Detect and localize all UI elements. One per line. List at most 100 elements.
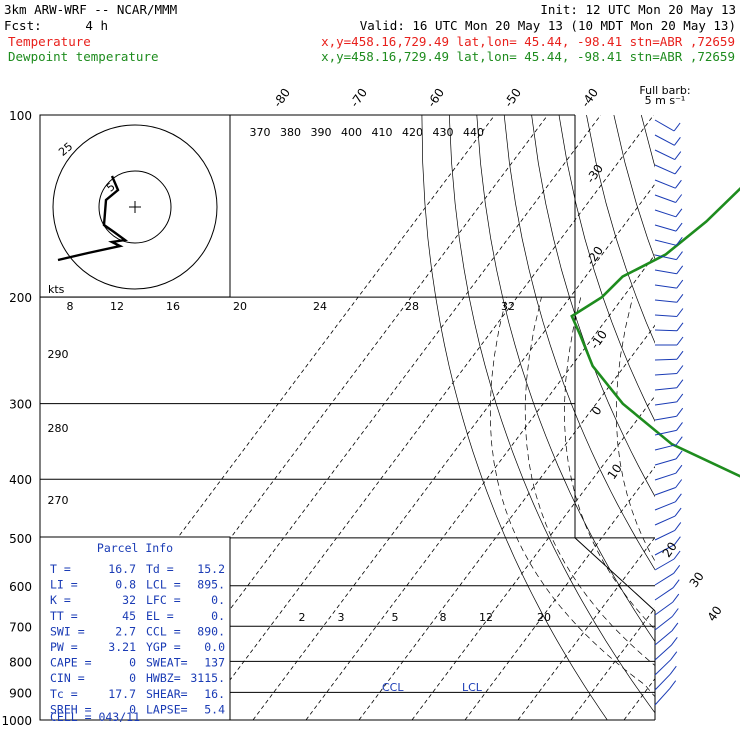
isotherm-line [677, 115, 740, 720]
wind-barb [654, 134, 675, 146]
pressure-tick-label: 700 [9, 620, 32, 634]
parcel-value: 0 [129, 702, 136, 716]
parcel-value: 895. [197, 578, 225, 592]
wind-barb-flag [675, 222, 683, 232]
isotherm-right-label: -30 [583, 162, 606, 186]
wind-barb [654, 224, 677, 232]
parcel-value: 0.8 [115, 578, 136, 592]
wind-barb-flag [676, 379, 684, 389]
parcel-key: LFC = [146, 593, 181, 607]
wind-barb [654, 515, 676, 526]
wind-barb-flag [676, 265, 684, 275]
theta-label: 370 [250, 126, 271, 139]
mixing-ratio-label: 20 [537, 611, 551, 624]
wind-barb-flag [675, 208, 683, 218]
wind-barb-flag [674, 165, 682, 175]
wind-barb [654, 616, 673, 631]
wind-barb-flag [676, 336, 684, 346]
parcel-value: 45 [122, 609, 136, 623]
isotherm-top-label: -60 [424, 86, 447, 110]
moist-adiabat [665, 297, 740, 720]
moist-adiabat-label: 270 [48, 494, 69, 507]
hodograph-ring-inner [98, 170, 172, 244]
wind-barb [654, 673, 671, 691]
isotherm-right-label: 10 [605, 461, 625, 482]
wind-barb-flag [669, 680, 677, 690]
dewpoint-line [570, 187, 740, 478]
wind-barb [654, 209, 677, 218]
wind-barb [654, 501, 676, 511]
wind-barb [654, 119, 675, 132]
parcel-value: 32 [122, 593, 136, 607]
parcel-key: YGP = [146, 640, 181, 654]
wind-barb [654, 429, 677, 436]
wind-barb-flag [672, 593, 680, 603]
isotherm-line [730, 115, 740, 720]
wind-barb [654, 544, 675, 556]
dry-adiabat [669, 115, 740, 720]
wind-barb-flag [676, 308, 684, 317]
parcel-value: 3.21 [108, 640, 136, 654]
wind-barb [654, 269, 677, 275]
isotherm-line [199, 115, 655, 720]
isotherm-top-label: -40 [578, 86, 601, 110]
parcel-key: T = [50, 562, 71, 576]
parcel-key: EL = [146, 609, 174, 623]
wind-barb [654, 415, 677, 421]
barb-legend-line2: 5 m s⁻¹ [645, 94, 686, 107]
wind-barb [654, 644, 672, 661]
parcel-value: 0 [129, 656, 136, 670]
wind-barb [654, 387, 677, 391]
wind-barb-flag [676, 422, 683, 431]
parcel-value: 3115. [190, 671, 225, 685]
wind-barb-flag [671, 608, 679, 617]
hodograph-trace [57, 175, 129, 262]
mixing-ratio-label: 24 [313, 300, 327, 313]
dry-adiabat [558, 115, 655, 422]
parcel-value: 16. [204, 687, 225, 701]
pressure-tick-label: 200 [9, 291, 32, 305]
wind-barb-flag [673, 122, 681, 132]
theta-label: 440 [463, 126, 484, 139]
wind-barb [654, 688, 671, 706]
wind-barb-flag [675, 194, 683, 203]
parcel-key: SWEAT= [146, 656, 188, 670]
model-title: 3km ARW-WRF -- NCAR/MMM [4, 2, 177, 17]
wind-barb [654, 358, 678, 361]
pressure-tick-label: 600 [9, 580, 32, 594]
theta-label: 400 [341, 126, 362, 139]
moist-adiabat-label: 290 [48, 348, 69, 361]
dry-adiabat [696, 115, 740, 720]
mixing-ratio-label: 32 [501, 300, 515, 313]
mixing-ratio-label: 20 [233, 300, 247, 313]
wind-barb-flag [675, 436, 683, 446]
parcel-value: 2.7 [115, 624, 136, 638]
theta-label: 420 [402, 126, 423, 139]
hodograph-ring-outer [52, 124, 218, 290]
dry-adiabat [421, 115, 608, 720]
parcel-value: 0. [211, 609, 225, 623]
temperature-label: Temperature [8, 34, 91, 49]
isotherm-top-label: -50 [501, 86, 524, 110]
parcel-key: CIN = [50, 671, 85, 685]
dry-adiabat [503, 115, 655, 571]
dewpoint-label: Dewpoint temperature [8, 49, 159, 64]
parcel-value: 5.4 [204, 702, 225, 716]
wind-barb-flag [676, 350, 684, 360]
ccl-label: CCL [382, 681, 404, 694]
theta-label: 430 [433, 126, 454, 139]
wind-barb [654, 149, 676, 161]
wind-barb-flag [673, 564, 681, 574]
wind-barb [654, 601, 674, 616]
parcel-value: 0. [211, 593, 225, 607]
pressure-tick-label: 100 [9, 109, 32, 123]
moist-adiabat-label: 280 [48, 422, 69, 435]
dry-adiabat [476, 115, 655, 643]
fcst-label: Fcst: [4, 18, 42, 33]
wind-barb-flag [674, 536, 681, 546]
parcel-key: CAPE = [50, 656, 92, 670]
moist-adiabat [714, 297, 740, 720]
mixing-ratio-label: 28 [405, 300, 419, 313]
parcel-value: 0.0 [204, 640, 225, 654]
wind-barb [654, 329, 678, 332]
